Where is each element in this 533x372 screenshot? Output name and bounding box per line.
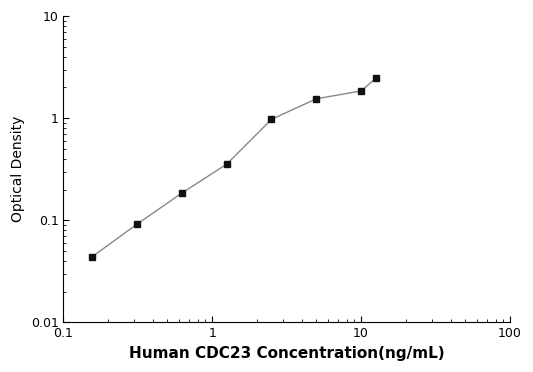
Y-axis label: Optical Density: Optical Density	[11, 116, 25, 222]
X-axis label: Human CDC23 Concentration(ng/mL): Human CDC23 Concentration(ng/mL)	[129, 346, 445, 361]
